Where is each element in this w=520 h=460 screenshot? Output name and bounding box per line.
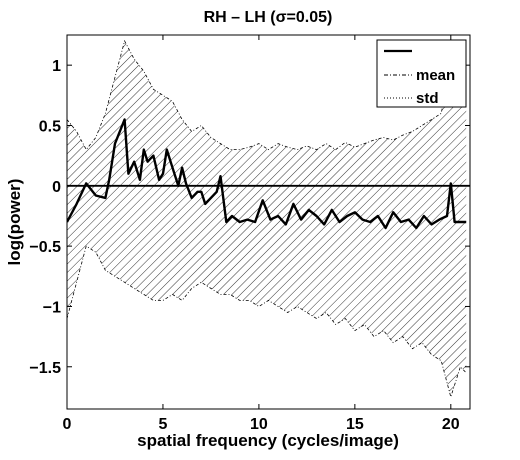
x-axis-label: spatial frequency (cycles/image) <box>137 431 399 450</box>
x-tick-label: 20 <box>442 416 460 433</box>
plot-area <box>67 39 470 399</box>
legend-label-mean: mean <box>416 67 455 84</box>
y-tick-label: 0 <box>52 179 61 196</box>
std-band-fill <box>67 41 467 397</box>
y-tick-label: −1 <box>43 299 61 316</box>
chart-title: RH – LH (σ=0.05) <box>204 9 333 26</box>
legend: mean std <box>376 39 467 108</box>
y-tick-label: −0.5 <box>29 239 61 256</box>
x-axis: 0 5 10 15 20 <box>63 35 460 433</box>
x-tick-label: 5 <box>158 416 167 433</box>
x-tick-label: 0 <box>63 416 72 433</box>
std-band <box>67 39 467 399</box>
y-tick-label: −1.5 <box>29 360 61 377</box>
x-tick-label: 15 <box>346 416 364 433</box>
plot-frame <box>66 34 471 410</box>
y-tick-label: 0.5 <box>39 118 61 135</box>
legend-label-std: std <box>416 90 439 107</box>
y-tick-label: 1 <box>52 58 61 75</box>
std-lower-line <box>67 245 467 399</box>
mean-line <box>67 118 467 230</box>
y-axis-label: log(power) <box>5 179 24 266</box>
x-tick-label: 10 <box>250 416 268 433</box>
y-axis: −1.5 −1 −0.5 0 0.5 1 <box>29 58 470 377</box>
std-upper-line <box>67 39 467 151</box>
